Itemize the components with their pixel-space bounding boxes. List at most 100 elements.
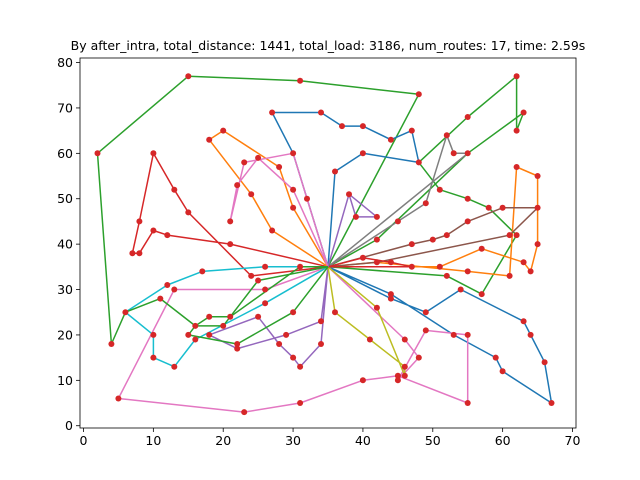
routes-layer — [96, 75, 553, 413]
customer-point — [227, 218, 234, 225]
x-tick-label: 10 — [145, 433, 161, 448]
customer-point — [255, 154, 262, 161]
customer-point — [520, 109, 527, 116]
customer-point — [248, 191, 255, 198]
route-4 — [131, 152, 329, 277]
customer-point — [332, 309, 338, 316]
customer-point — [234, 341, 241, 347]
customer-point — [401, 336, 408, 343]
customer-point — [401, 363, 408, 370]
customer-point — [394, 377, 401, 384]
customer-point — [248, 272, 255, 279]
customer-point — [129, 250, 136, 257]
customer-point — [359, 254, 366, 261]
customer-point — [387, 295, 394, 302]
customer-point — [276, 164, 283, 170]
customer-point — [506, 232, 513, 239]
customer-point — [485, 204, 492, 211]
customer-point — [359, 150, 366, 157]
customer-point — [499, 368, 506, 375]
y-tick-label: 30 — [57, 282, 73, 297]
customer-point — [534, 241, 541, 248]
customer-point — [185, 209, 192, 216]
customer-point — [366, 336, 373, 343]
customer-point — [339, 123, 345, 130]
customer-point — [506, 272, 513, 279]
customer-point — [262, 263, 269, 270]
customer-point — [359, 377, 366, 384]
x-tick-label: 0 — [80, 433, 88, 448]
customer-point — [227, 313, 234, 320]
customer-point — [527, 268, 534, 275]
customer-point — [527, 331, 534, 338]
customer-point — [150, 354, 157, 361]
y-tick-label: 20 — [57, 327, 73, 342]
y-tick-label: 40 — [57, 237, 73, 252]
customer-point — [422, 200, 429, 207]
customer-point — [352, 213, 359, 220]
customer-point — [373, 236, 380, 243]
route-14 — [229, 152, 329, 268]
customer-point — [548, 400, 555, 406]
customer-point — [276, 341, 283, 347]
y-tick-label: 10 — [57, 373, 73, 388]
customer-point — [157, 295, 164, 302]
customer-point — [520, 259, 527, 266]
customer-point — [108, 341, 115, 347]
customer-point — [478, 291, 485, 298]
customer-point — [422, 327, 429, 334]
customer-point — [220, 127, 227, 134]
customer-point — [450, 150, 457, 157]
customer-point — [297, 263, 304, 270]
route-1 — [327, 75, 525, 295]
customer-point — [436, 263, 443, 270]
customer-point — [297, 363, 304, 370]
customer-point — [464, 400, 471, 406]
customer-point — [290, 186, 297, 193]
customer-point — [422, 309, 429, 316]
customer-point — [185, 73, 192, 80]
y-tick-label: 80 — [57, 55, 73, 70]
route-12 — [271, 111, 420, 268]
customer-point — [227, 241, 234, 248]
customer-point — [255, 277, 262, 284]
y-tick-label: 0 — [65, 418, 73, 433]
customer-point — [241, 409, 248, 416]
customer-point — [171, 363, 178, 370]
customer-point — [262, 286, 269, 293]
customer-point — [373, 259, 380, 266]
customer-point — [318, 109, 324, 116]
customer-point — [534, 173, 541, 179]
customer-point — [192, 336, 199, 343]
customer-point — [150, 150, 157, 157]
customer-point — [304, 195, 310, 202]
customer-point — [513, 73, 520, 80]
route-13 — [208, 129, 329, 268]
customer-point — [373, 213, 380, 220]
customer-point — [318, 318, 324, 325]
y-axis: 0 10 20 30 40 50 60 70 80 — [57, 55, 80, 433]
customer-point — [443, 232, 450, 239]
customer-point — [492, 354, 499, 361]
x-tick-label: 30 — [285, 433, 301, 448]
customer-point — [234, 345, 241, 352]
customer-point — [297, 77, 304, 84]
chart-title: By after_intra, total_distance: 1441, to… — [71, 38, 586, 53]
customer-point — [408, 127, 415, 134]
customer-point — [541, 359, 548, 366]
customer-point — [464, 218, 471, 225]
customer-point — [346, 191, 352, 198]
customer-point — [241, 159, 248, 166]
customer-point — [206, 331, 213, 338]
customer-point — [150, 331, 157, 338]
customer-point — [199, 268, 206, 275]
y-tick-label: 50 — [57, 191, 73, 206]
customer-point — [269, 109, 276, 116]
route-16 — [327, 193, 378, 268]
x-tick-label: 70 — [565, 433, 581, 448]
customer-point — [443, 272, 450, 279]
customer-point — [401, 372, 408, 379]
customer-point — [513, 127, 520, 134]
customer-point — [255, 313, 262, 320]
